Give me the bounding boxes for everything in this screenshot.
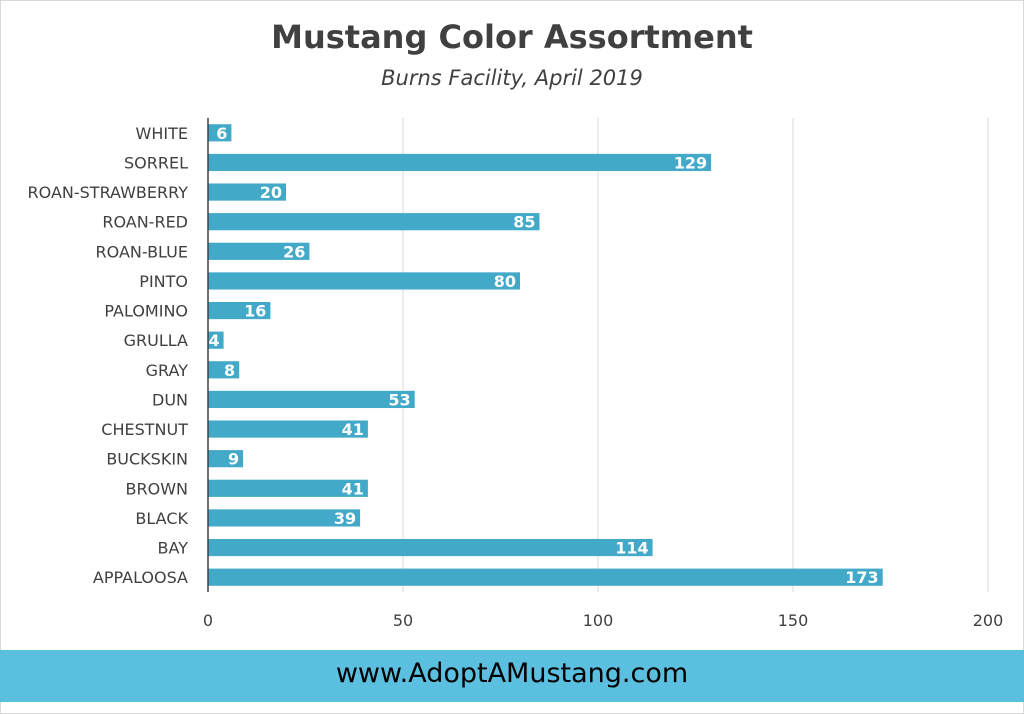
data-label: 26: [283, 242, 305, 261]
bar: [208, 420, 368, 438]
category-label: GRULLA: [124, 331, 188, 350]
bar: [208, 242, 310, 260]
category-label: ROAN-STRAWBERRY: [28, 183, 189, 202]
data-label: 6: [216, 124, 227, 143]
footer-banner: www.AdoptAMustang.com: [0, 650, 1024, 702]
bar: [208, 450, 244, 468]
chart-subtitle: Burns Facility, April 2019: [381, 66, 643, 90]
category-label: GRAY: [146, 361, 189, 380]
bar: [208, 390, 415, 409]
category-label: WHITE: [136, 124, 188, 143]
category-label: PINTO: [139, 272, 188, 291]
bar: [208, 272, 520, 290]
category-label: SORREL: [124, 153, 188, 172]
data-label: 41: [342, 420, 364, 439]
data-label: 41: [342, 479, 364, 498]
bar: [208, 183, 286, 201]
data-label: 8: [224, 361, 235, 380]
bar: [208, 153, 712, 172]
data-label: 16: [244, 302, 266, 321]
category-label: APPALOOSA: [93, 568, 188, 587]
x-tick-label: 200: [973, 611, 1004, 630]
x-tick-label: 100: [583, 611, 614, 630]
bar: [208, 124, 232, 142]
data-label: 129: [674, 153, 707, 172]
category-label: ROAN-BLUE: [96, 242, 188, 261]
category-label: BUCKSKIN: [106, 450, 188, 469]
category-label: DUN: [152, 390, 188, 409]
bar: [208, 479, 368, 497]
data-label: 20: [260, 183, 282, 202]
data-label: 85: [513, 213, 535, 232]
data-label: 9: [228, 450, 239, 469]
data-label: 4: [208, 331, 219, 350]
bar: [208, 361, 240, 379]
bar-chart: 0 50 100 150 200 WHITE 6 SORREL 129 ROAN-STRAWBER…: [28, 118, 1004, 630]
x-tick-label: 150: [778, 611, 809, 630]
data-label: 39: [334, 509, 356, 528]
category-label: BAY: [158, 539, 189, 558]
category-label: BLACK: [135, 509, 188, 528]
data-label: 114: [615, 539, 648, 558]
bar: [208, 331, 224, 349]
bar: [208, 538, 653, 557]
data-label: 53: [388, 390, 410, 409]
category-label: CHESTNUT: [101, 420, 188, 439]
bar: [208, 213, 540, 231]
x-tick-label: 50: [393, 611, 413, 630]
chart-title: Mustang Color Assortment: [271, 18, 753, 56]
category-label: ROAN-RED: [102, 213, 188, 232]
footer-url[interactable]: www.AdoptAMustang.com: [335, 658, 689, 689]
bar: [208, 301, 271, 320]
category-label: BROWN: [126, 479, 188, 498]
x-tick-label: 0: [203, 611, 213, 630]
bar: [208, 509, 361, 527]
category-label: PALOMINO: [104, 302, 188, 321]
data-label: 80: [494, 272, 516, 291]
bar: [208, 568, 883, 586]
data-label: 173: [845, 568, 878, 587]
